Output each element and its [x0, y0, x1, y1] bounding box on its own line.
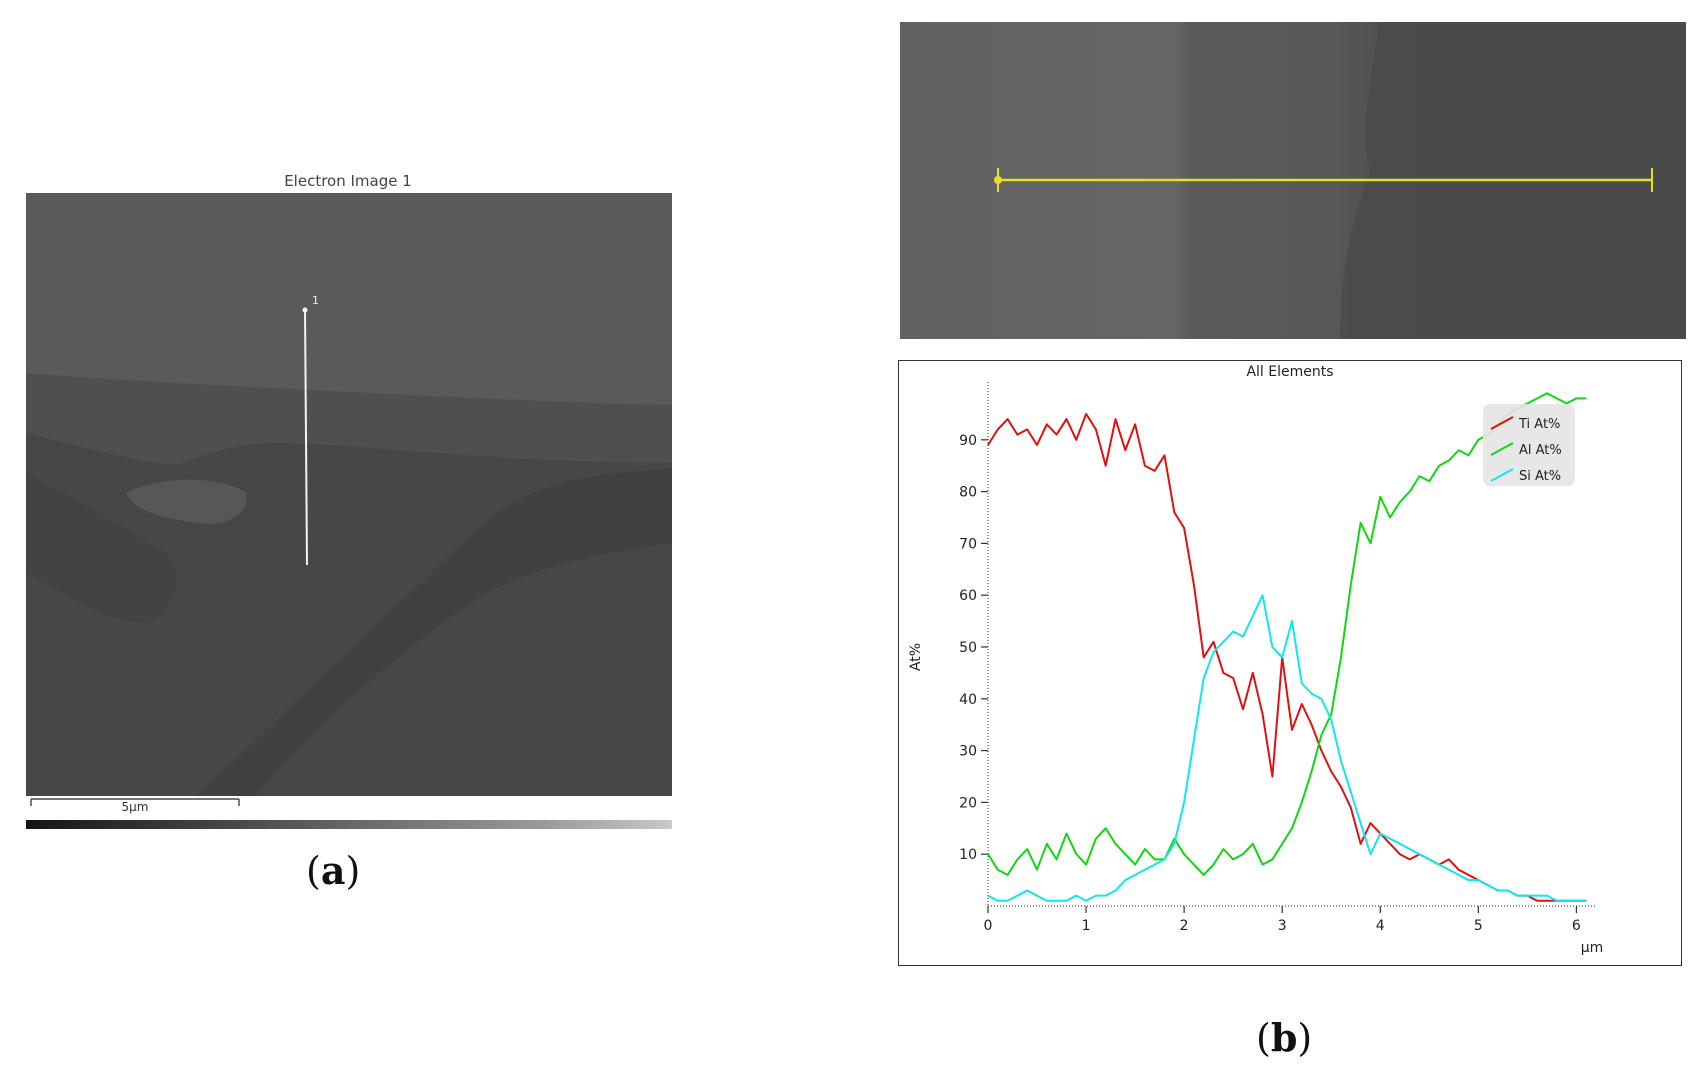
x-tick-label: 6	[1572, 918, 1581, 934]
caption-a-letter: a	[320, 848, 346, 893]
sem-a-scan-start	[302, 307, 308, 313]
sem-a-bright-spot	[126, 479, 247, 524]
y-tick-label: 70	[959, 536, 977, 552]
legend-label: Al At%	[1519, 443, 1562, 458]
line-marker-label: 1	[312, 294, 319, 307]
series-line-si	[987, 594, 1587, 902]
series-si	[987, 594, 1587, 902]
y-tick-label: 20	[959, 795, 977, 811]
sem-a-top-layer	[26, 193, 672, 405]
x-tick-label: 3	[1278, 918, 1287, 934]
sem-a-middle-layer	[26, 373, 672, 465]
x-axis-label: µm	[1581, 940, 1604, 956]
legend-swatch	[1490, 468, 1514, 482]
sem-a-band	[196, 468, 672, 796]
caption-b-letter: b	[1270, 1015, 1298, 1060]
sem-image-a: 1	[26, 193, 672, 796]
scale-bar	[30, 798, 240, 806]
legend-box	[1483, 404, 1575, 486]
y-tick-label: 10	[959, 847, 977, 863]
x-tick-label: 0	[984, 918, 993, 934]
y-tick-label: 60	[959, 588, 977, 604]
legend-label: Ti At%	[1518, 417, 1560, 432]
sem-a-scan-line	[304, 309, 308, 566]
x-tick-label: 5	[1474, 918, 1483, 934]
chart-legend: Ti At% Al At% Si At%	[1483, 404, 1575, 486]
y-tick-label: 90	[959, 433, 977, 449]
y-tick-label: 80	[959, 485, 977, 501]
legend-swatch	[1490, 416, 1514, 430]
x-tick-label: 4	[1376, 918, 1385, 934]
x-tick-label: 2	[1180, 918, 1189, 934]
electron-image-title: Electron Image 1	[284, 172, 412, 190]
caption-b: (b)	[1256, 1015, 1313, 1060]
y-tick-label: 50	[959, 640, 977, 656]
legend-label: Si At%	[1519, 469, 1561, 484]
y-tick-label: 30	[959, 744, 977, 760]
chart-title: All Elements	[1246, 364, 1334, 380]
sem-image-b	[900, 22, 1686, 339]
line-profile-chart: 10 20 30 40 50 60 70 80 90 0 1 2 3 4 5 6 At% µm Ti At% Al …	[898, 360, 1682, 966]
caption-a: (a)	[306, 848, 361, 893]
chart-axes: 10 20 30 40 50 60 70 80 90 0 1 2 3 4 5 6 At% µm	[908, 382, 1603, 956]
legend-swatch	[1490, 442, 1514, 456]
sem-a-dark-grain	[26, 473, 177, 623]
y-axis-label: At%	[908, 643, 924, 671]
y-tick-label: 40	[959, 692, 977, 708]
x-tick-label: 1	[1082, 918, 1091, 934]
scale-bar-label: 5µm	[121, 800, 149, 814]
grey-level-ramp	[26, 820, 672, 829]
